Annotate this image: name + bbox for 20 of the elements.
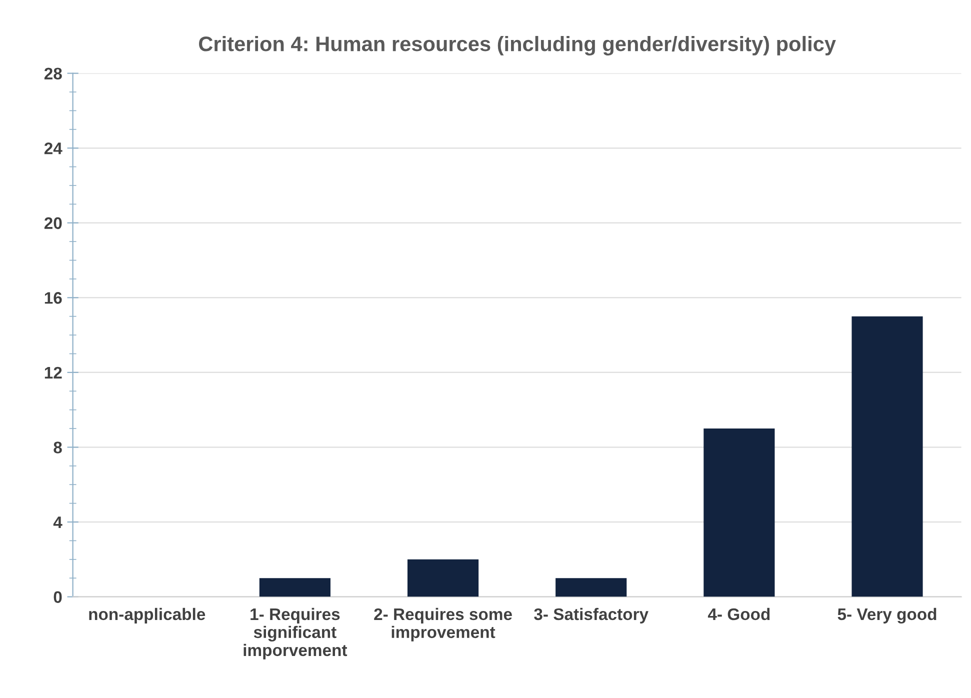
bar	[407, 559, 479, 597]
x-tick-label: 2- Requires some improvement	[374, 608, 512, 642]
bar	[556, 578, 627, 597]
x-tick-label: non-applicable	[89, 608, 206, 624]
x-tick-label: 4- Good	[708, 608, 770, 620]
bar	[852, 316, 923, 597]
chart-title: Criterion 4: Human resources (including gender/diversity) policy	[199, 36, 836, 56]
y-tick-label: 20	[44, 217, 62, 230]
bar	[704, 428, 775, 597]
bar	[259, 578, 330, 597]
y-tick-label: 28	[44, 68, 62, 80]
y-tick-label: 4	[53, 516, 62, 528]
x-tick-label: 5- Very good	[838, 608, 936, 624]
x-tick-label: 3- Satisfactory	[534, 608, 648, 624]
y-tick-label: 24	[44, 142, 62, 154]
y-tick-label: 8	[54, 442, 62, 454]
x-tick-label: 1- Requires significant imporvement	[244, 608, 348, 660]
y-tick-label: 0	[54, 591, 62, 603]
y-tick-label: 12	[44, 366, 62, 378]
y-tick-label: 16	[44, 292, 62, 304]
